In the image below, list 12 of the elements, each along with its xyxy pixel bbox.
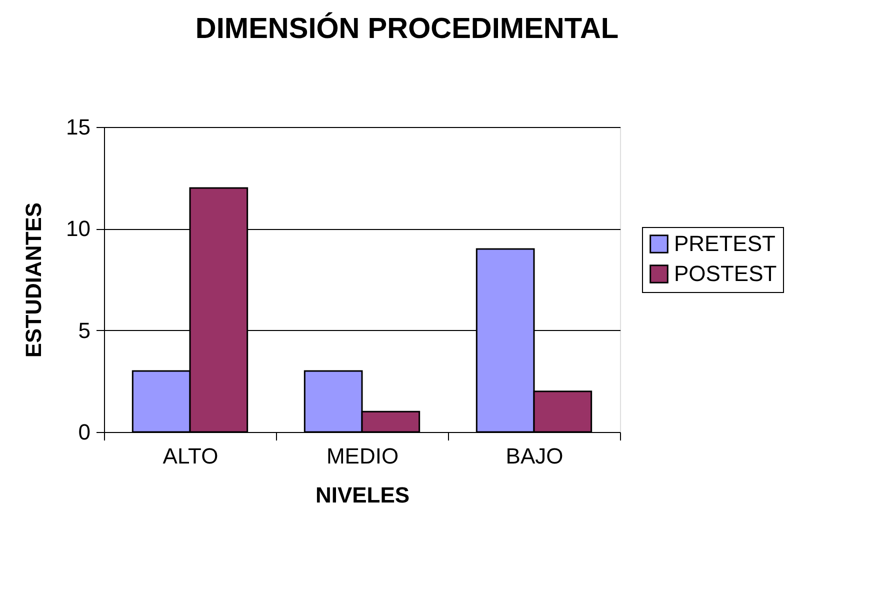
x-axis-title: NIVELES (315, 482, 410, 508)
y-tick-label: 10 (66, 216, 90, 242)
y-tick-label: 15 (66, 114, 90, 140)
legend-label: PRETEST (674, 231, 776, 256)
x-tick-label: ALTO (162, 444, 218, 468)
y-axis-title: ESTUDIANTES (21, 202, 46, 358)
y-tick-label: 0 (78, 420, 90, 444)
chart-title: DIMENSIÓN PROCEDIMENTAL (195, 12, 619, 45)
y-tick-label: 5 (78, 318, 90, 343)
x-tick-label: MEDIO (326, 444, 399, 468)
x-tick-label: BAJO (506, 444, 564, 468)
legend-label: POSTEST (674, 261, 777, 286)
